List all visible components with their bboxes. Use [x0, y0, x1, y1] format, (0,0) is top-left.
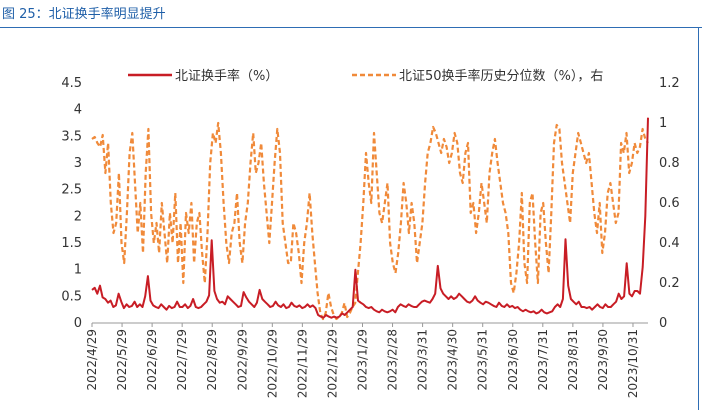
x-tick-label: 2022/4/29 [85, 329, 99, 391]
title-rule [0, 27, 702, 28]
y-left-tick-label: 2.5 [61, 183, 82, 198]
y-left-tick-label: 1 [74, 263, 82, 278]
y-right-tick-label: 1.2 [659, 76, 680, 91]
x-tick-label: 2022/6/29 [145, 329, 159, 391]
y-left-tick-label: 0 [74, 316, 82, 331]
y-axis-left: 0 0.5 1 1.5 2 2.5 3 3.5 4 4.5 [61, 76, 82, 331]
y-right-tick-label: 0.6 [659, 196, 680, 211]
page-border-right [698, 28, 699, 410]
y-right-tick-label: 0.4 [659, 236, 680, 251]
y-left-tick-label: 4 [74, 103, 82, 118]
x-tick-label: 2023/5/31 [476, 329, 490, 391]
y-left-tick-label: 0.5 [61, 289, 82, 304]
figure-title: 图 25：北证换手率明显提升 [2, 7, 166, 22]
y-left-tick-label: 3.5 [61, 129, 82, 144]
x-axis: 2022/4/29 2022/5/29 2022/6/29 2022/7/29 2022… [85, 322, 648, 398]
x-tick-label: 2023/3/31 [416, 329, 430, 391]
x-tick-label: 2022/9/29 [235, 329, 249, 391]
x-tick-label: 2022/10/29 [265, 329, 279, 398]
legend-label-percentile: 北证50换手率历史分位数（%），右 [399, 68, 603, 84]
y-left-tick-label: 3 [74, 156, 82, 171]
y-right-tick-label: 0.8 [659, 156, 680, 171]
y-right-tick-label: 0 [659, 316, 667, 331]
series-bse50-turnover-percentile [91, 121, 649, 321]
legend: 北证换手率（%） 北证50换手率历史分位数（%），右 [128, 68, 603, 84]
y-left-tick-label: 4.5 [61, 76, 82, 91]
x-tick-label: 2023/2/28 [386, 329, 400, 391]
x-tick-label: 2023/4/30 [446, 329, 460, 391]
x-tick-label: 2022/5/29 [115, 329, 129, 391]
y-axis-right: 0 0.2 0.4 0.6 0.8 1 1.2 [659, 76, 680, 331]
y-left-tick-label: 1.5 [61, 236, 82, 251]
x-tick-label: 2023/9/30 [596, 329, 610, 391]
x-tick-label: 2022/8/29 [205, 329, 219, 391]
y-right-tick-label: 0.2 [659, 276, 680, 291]
x-tick-label: 2023/1/29 [355, 329, 369, 391]
series-group [91, 117, 649, 321]
x-tick-label: 2022/12/29 [325, 329, 339, 398]
x-tick-label: 2022/7/29 [175, 329, 189, 391]
x-tick-label: 2023/8/31 [566, 329, 580, 391]
x-tick-label: 2022/11/29 [295, 329, 309, 398]
y-left-tick-label: 2 [74, 209, 82, 224]
x-tick-label: 2023/10/31 [626, 329, 640, 398]
legend-label-turnover: 北证换手率（%） [175, 68, 278, 84]
x-tick-label: 2023/7/31 [536, 329, 550, 391]
x-tick-label: 2023/6/30 [506, 329, 520, 391]
y-right-tick-label: 1 [659, 116, 667, 131]
series-bse-turnover-rate [91, 117, 649, 319]
